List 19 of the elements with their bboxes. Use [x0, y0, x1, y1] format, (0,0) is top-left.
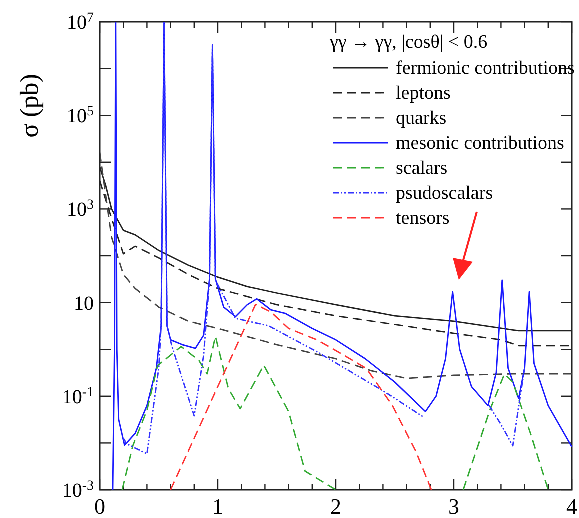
legend-label: mesonic contributions: [396, 133, 564, 154]
legend-label: tensors: [396, 208, 450, 229]
legend-label: scalars: [396, 158, 448, 179]
y-tick-label: 10$^{7}$: [67, 10, 94, 34]
y-tick-label: 10$^{5}$: [67, 104, 94, 128]
y-axis-title: σ (pb): [15, 74, 44, 138]
x-tick-label: 3: [448, 494, 460, 518]
legend-title: γγ → γγ, |cosθ| < 0.6: [329, 32, 488, 53]
legend-label: leptons: [396, 83, 451, 104]
x-tick-label: 4: [566, 494, 578, 518]
y-tick-label: 10$^{-1}$: [62, 384, 94, 408]
y-tick-label: 10$^{3}$: [67, 198, 94, 222]
x-tick-label: 0: [94, 494, 106, 518]
x-tick-label: 1: [212, 494, 224, 518]
legend-label: psudoscalars: [396, 183, 494, 204]
y-tick-label: 10: [74, 292, 94, 315]
legend-label: quarks: [396, 108, 447, 129]
x-tick-label: 2: [330, 494, 342, 518]
y-tick-label: 10$^{-3}$: [62, 478, 94, 502]
